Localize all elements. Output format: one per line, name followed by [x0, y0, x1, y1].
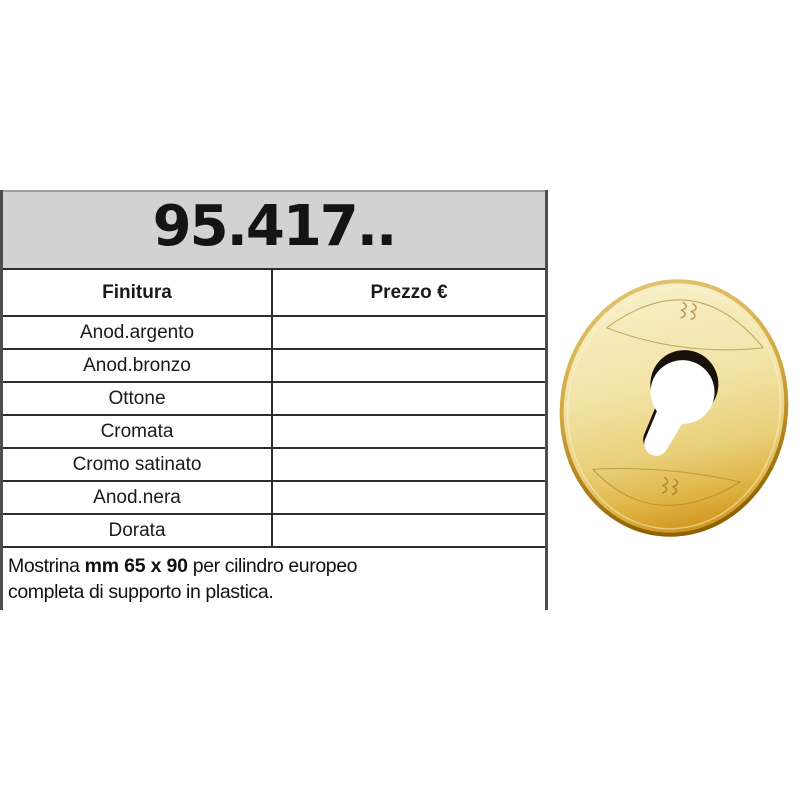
price-cell	[273, 416, 545, 447]
product-code-band: 95.417..	[3, 190, 545, 268]
finish-cell: Anod.bronzo	[3, 350, 273, 381]
description-text: per cilindro europeo	[187, 555, 358, 577]
table-row: Dorata	[3, 513, 545, 546]
price-cell	[273, 449, 545, 480]
price-cell	[273, 317, 545, 348]
plate-inner-highlight	[566, 286, 782, 530]
finish-cell: Dorata	[3, 515, 273, 546]
price-cell	[273, 515, 545, 546]
description-text: completa di supporto in plastica.	[8, 581, 274, 603]
keyhole	[643, 350, 719, 456]
table-row: Anod.bronzo	[3, 348, 545, 381]
finish-cell: Cromo satinato	[3, 449, 273, 480]
product-code: 95.417..	[152, 194, 398, 259]
engraving-top	[606, 299, 764, 351]
price-cell	[273, 350, 545, 381]
finish-cell: Anod.argento	[3, 317, 273, 348]
maker-stamp-bottom	[661, 476, 679, 496]
engraving-bottom	[592, 468, 741, 506]
table-row: Cromata	[3, 414, 545, 447]
maker-stamp-top	[680, 301, 697, 321]
product-description: Mostrina mm 65 x 90 per cilindro europeo…	[3, 548, 545, 610]
table-row: Anod.nera	[3, 480, 545, 513]
finish-cell: Anod.nera	[3, 482, 273, 513]
price-cell	[273, 482, 545, 513]
table-row: Ottone	[3, 381, 545, 414]
keyhole-opening	[644, 360, 715, 456]
table-header-row: Finitura Prezzo €	[3, 268, 545, 315]
product-photo-escutcheon	[559, 279, 789, 537]
description-text: Mostrina	[8, 555, 85, 577]
price-cell	[273, 383, 545, 414]
finish-cell: Cromata	[3, 416, 273, 447]
description-dimensions: mm 65 x 90	[84, 555, 188, 577]
finish-cell: Ottone	[3, 383, 273, 414]
product-block: 95.417.. Finitura Prezzo € Anod.argento …	[0, 190, 548, 610]
finish-column-header: Finitura	[3, 270, 273, 315]
price-column-header: Prezzo €	[370, 281, 448, 303]
price-table: Finitura Prezzo € Anod.argento Anod.bron…	[3, 268, 545, 548]
table-row: Anod.argento	[3, 315, 545, 348]
table-row: Cromo satinato	[3, 447, 545, 480]
